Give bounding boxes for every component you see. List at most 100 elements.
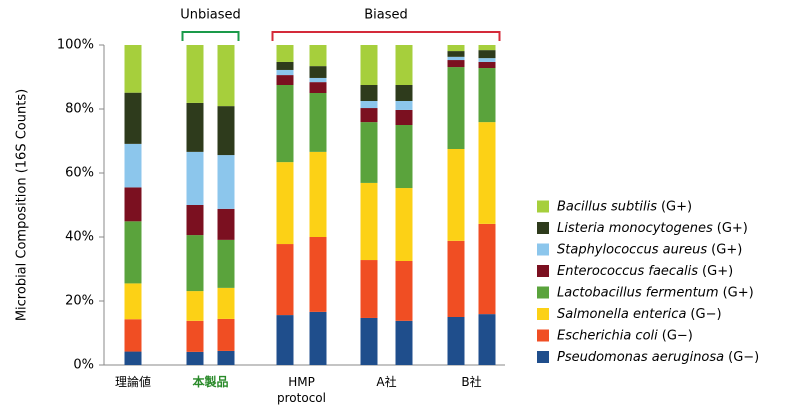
- legend-gram: (G−): [728, 350, 759, 365]
- bar-segment: [124, 187, 142, 222]
- bar-segment: [309, 45, 327, 67]
- bar-segment: [186, 205, 204, 236]
- bar-segment: [217, 239, 235, 288]
- bar-segment: [276, 85, 294, 163]
- x-tick-label: 本製品: [192, 375, 229, 389]
- y-axis-label: Microbial Composition (16S Counts): [15, 89, 30, 321]
- bar-segment: [124, 45, 142, 93]
- bar-segment: [478, 223, 496, 315]
- bracket-label: Biased: [364, 8, 408, 23]
- bar-segment: [447, 317, 465, 365]
- bar-segment: [360, 182, 378, 261]
- bar-segment: [186, 291, 204, 321]
- bar-segment: [217, 45, 235, 107]
- bar-segment: [478, 314, 496, 365]
- bar-segment: [395, 109, 413, 125]
- bar-segment: [186, 151, 204, 205]
- bar-segment: [395, 85, 413, 101]
- y-tick-label: 0%: [73, 358, 94, 373]
- legend-name: Enterococcus faecalis: [557, 264, 698, 279]
- bar-segment: [447, 51, 465, 57]
- legend-gram: (G−): [690, 307, 721, 322]
- bar-segment: [360, 85, 378, 101]
- legend-gram: (G+): [717, 221, 748, 236]
- bar-segment: [124, 283, 142, 320]
- bar-segment: [360, 122, 378, 183]
- bar-segment: [276, 45, 294, 62]
- bar-segment: [395, 45, 413, 85]
- bar-segment: [309, 66, 327, 78]
- legend-swatch: [537, 308, 549, 320]
- legend-entry: Enterococcus faecalis (G+): [557, 264, 733, 279]
- bar-segment: [276, 69, 294, 76]
- bar-segment: [124, 143, 142, 188]
- bar-segment: [478, 61, 496, 69]
- bar-segment: [186, 102, 204, 152]
- legend-entry: Salmonella enterica (G−): [557, 307, 722, 322]
- y-tick-label: 100%: [57, 38, 94, 53]
- bar-segment: [124, 351, 142, 365]
- bar-segment: [276, 244, 294, 316]
- bar-segment: [186, 351, 204, 365]
- bar-segment: [276, 75, 294, 85]
- y-tick-label: 80%: [65, 102, 94, 117]
- bar-segment: [276, 61, 294, 70]
- y-tick-label: 20%: [65, 294, 94, 309]
- bracket: [271, 31, 501, 41]
- bar-segment: [395, 188, 413, 261]
- bar-segment: [360, 260, 378, 318]
- bracket: [181, 31, 240, 41]
- y-tick-label: 40%: [65, 230, 94, 245]
- bar-segment: [186, 45, 204, 103]
- bar-segment: [360, 108, 378, 123]
- bar-segment: [309, 237, 327, 312]
- bar-segment: [395, 125, 413, 189]
- legend-swatch: [537, 265, 549, 277]
- legend-gram: (G+): [661, 199, 692, 214]
- bar-segment: [309, 311, 327, 365]
- bar-segment: [309, 77, 327, 83]
- bar-segment: [395, 261, 413, 321]
- x-tick-label: 理論値: [114, 375, 151, 389]
- bar-segment: [478, 50, 496, 59]
- bar-segment: [186, 235, 204, 292]
- legend-gram: (G+): [702, 264, 733, 279]
- bar-segment: [447, 67, 465, 149]
- bar-segment: [360, 101, 378, 109]
- legend-gram: (G+): [711, 242, 742, 257]
- x-tick-label: HMP protocol: [277, 375, 326, 405]
- legend-swatch: [537, 243, 549, 256]
- legend-entry: Bacillus subtilis (G+): [557, 199, 692, 214]
- bracket-label: Unbiased: [180, 8, 241, 23]
- legend-entry: Lactobacillus fermentum (G+): [557, 285, 754, 300]
- legend-swatch: [537, 329, 549, 342]
- bar-segment: [217, 350, 235, 365]
- bar-segment: [186, 320, 204, 352]
- legend-name: Staphylococcus aureus: [557, 242, 707, 257]
- bar-segment: [217, 155, 235, 209]
- bar-segment: [217, 318, 235, 351]
- bar-segment: [447, 45, 465, 52]
- bar-segment: [395, 101, 413, 110]
- legend-name: Lactobacillus fermentum: [557, 285, 719, 300]
- legend-entry: Staphylococcus aureus (G+): [557, 242, 742, 257]
- bar-segment: [447, 56, 465, 61]
- bar-segment: [309, 93, 327, 152]
- bar-segment: [360, 317, 378, 365]
- legend-gram: (G+): [723, 285, 754, 300]
- legend-swatch: [537, 286, 549, 299]
- bar-segment: [478, 58, 496, 62]
- bar-segment: [217, 208, 235, 240]
- legend-entry: Listeria monocytogenes (G+): [557, 221, 748, 236]
- bar-segment: [276, 315, 294, 365]
- legend-swatch: [537, 351, 549, 363]
- bar-segment: [276, 162, 294, 245]
- y-tick-label: 60%: [65, 166, 94, 181]
- legend-swatch: [537, 200, 549, 213]
- bar-segment: [478, 68, 496, 123]
- bar-segment: [478, 45, 496, 51]
- bar-segment: [447, 240, 465, 317]
- bar-segment: [309, 151, 327, 237]
